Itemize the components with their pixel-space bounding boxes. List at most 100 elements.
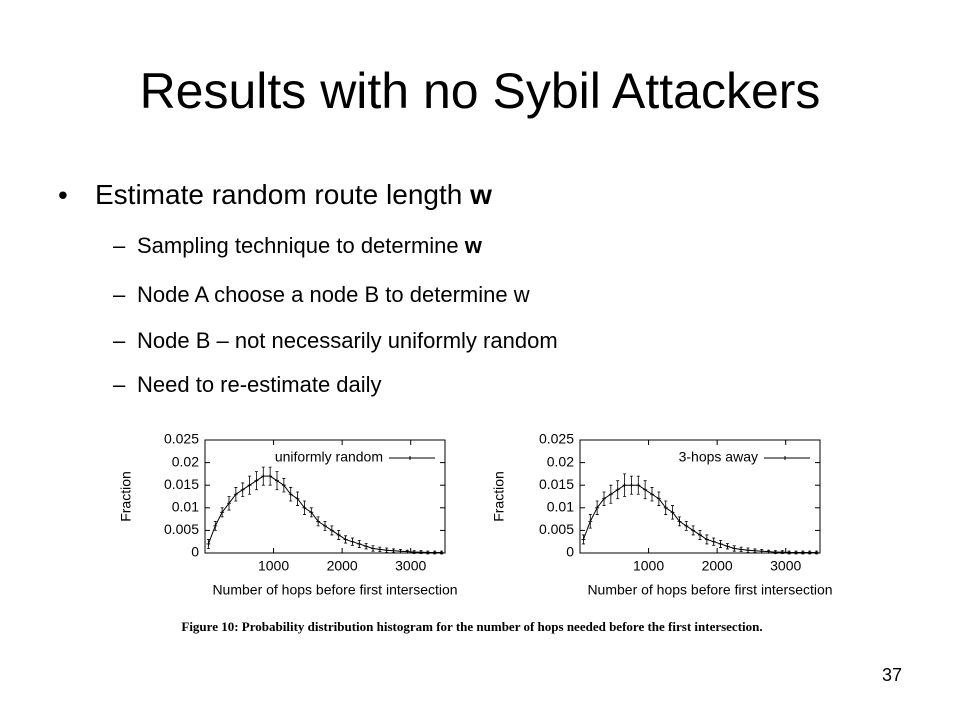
point xyxy=(752,548,757,553)
page-number: 37 xyxy=(882,665,902,685)
legend-label: uniformly random xyxy=(275,449,383,465)
point xyxy=(323,523,327,528)
x-axis-label: Number of hops before first intersection xyxy=(212,582,457,598)
point xyxy=(220,510,225,515)
point xyxy=(227,501,231,506)
dash: – xyxy=(113,328,126,353)
point xyxy=(711,539,716,544)
y-tick-label: 0.02 xyxy=(172,453,199,469)
x-axis-label: Number of hops before first intersection xyxy=(587,582,832,598)
point xyxy=(670,510,675,515)
point xyxy=(773,550,778,555)
y-tick-label: 0.01 xyxy=(547,499,574,515)
point xyxy=(384,548,389,553)
point xyxy=(295,496,300,501)
point xyxy=(656,496,661,501)
point xyxy=(807,550,812,555)
y-axis-label: Fraction xyxy=(118,471,134,522)
y-tick-label: 0 xyxy=(566,544,574,560)
point xyxy=(759,549,764,554)
point xyxy=(261,474,266,479)
point xyxy=(233,492,238,497)
point xyxy=(787,550,792,555)
point xyxy=(704,537,709,542)
x-tick-label: 2000 xyxy=(702,558,733,574)
point xyxy=(336,532,341,537)
x-tick-label: 3000 xyxy=(395,558,426,574)
dash: – xyxy=(113,233,126,258)
x-tick-label: 3000 xyxy=(770,558,801,574)
point xyxy=(316,519,321,524)
point xyxy=(254,478,259,483)
point xyxy=(391,548,396,553)
point xyxy=(581,537,586,542)
point xyxy=(419,550,423,555)
point xyxy=(405,549,410,554)
point xyxy=(732,546,737,551)
bullet-bold: w xyxy=(469,179,492,210)
legend-label: 3-hops away xyxy=(679,449,758,465)
point xyxy=(288,492,293,497)
point xyxy=(309,510,314,515)
point xyxy=(329,528,334,533)
point xyxy=(432,550,437,555)
point xyxy=(602,496,606,501)
figure-caption: Figure 10: Probability distribution hist… xyxy=(181,619,762,634)
point xyxy=(371,546,375,551)
series-line xyxy=(207,475,442,554)
point xyxy=(643,487,648,492)
point xyxy=(588,519,593,524)
point xyxy=(814,550,819,555)
y-tick-label: 0 xyxy=(191,544,199,560)
slide-title: Results with no Sybil Attackers xyxy=(140,63,821,119)
plot-frame xyxy=(204,439,446,554)
point xyxy=(663,505,668,510)
point xyxy=(780,550,785,555)
bullet-text: Estimate random route length xyxy=(95,179,470,210)
point xyxy=(608,492,613,497)
x-tick-label: 2000 xyxy=(327,558,358,574)
point xyxy=(240,487,245,492)
point xyxy=(615,487,620,492)
sub-bullet: Node A choose a node B to determine w xyxy=(137,282,530,307)
point xyxy=(739,547,744,552)
sub-bullet-text: Sampling technique to determine xyxy=(137,233,465,258)
point xyxy=(268,474,273,479)
sub-bullet: Node B – not necessarily uniformly rando… xyxy=(137,328,558,353)
y-tick-label: 0.015 xyxy=(539,476,574,492)
point xyxy=(800,550,805,555)
sub-bullet: Sampling technique to determine w xyxy=(137,233,483,258)
bullet-marker: • xyxy=(58,179,68,210)
bullet: Estimate random route length w xyxy=(95,179,492,210)
point xyxy=(302,505,307,510)
point xyxy=(398,549,403,554)
point xyxy=(629,483,634,488)
point xyxy=(677,519,682,524)
plot-frame xyxy=(579,439,821,554)
point xyxy=(746,548,750,553)
point xyxy=(650,492,654,497)
point xyxy=(350,539,355,544)
point xyxy=(698,532,702,537)
y-tick-label: 0.01 xyxy=(172,499,199,515)
point xyxy=(439,550,444,555)
point xyxy=(684,523,689,528)
y-tick-label: 0.005 xyxy=(164,521,199,537)
dash: – xyxy=(113,282,126,307)
point xyxy=(595,505,600,510)
point xyxy=(357,541,362,546)
point xyxy=(364,544,369,549)
y-tick-label: 0.025 xyxy=(539,431,574,447)
point xyxy=(247,483,252,488)
point xyxy=(725,544,730,549)
sub-bullet: Need to re-estimate daily xyxy=(137,372,382,397)
point xyxy=(766,549,771,554)
x-tick-label: 1000 xyxy=(633,558,664,574)
series-line xyxy=(582,484,817,554)
y-axis-label: Fraction xyxy=(491,471,507,522)
point xyxy=(412,550,417,555)
point xyxy=(275,478,279,483)
y-tick-label: 0.02 xyxy=(547,453,574,469)
point xyxy=(343,537,348,542)
y-tick-label: 0.015 xyxy=(164,476,199,492)
